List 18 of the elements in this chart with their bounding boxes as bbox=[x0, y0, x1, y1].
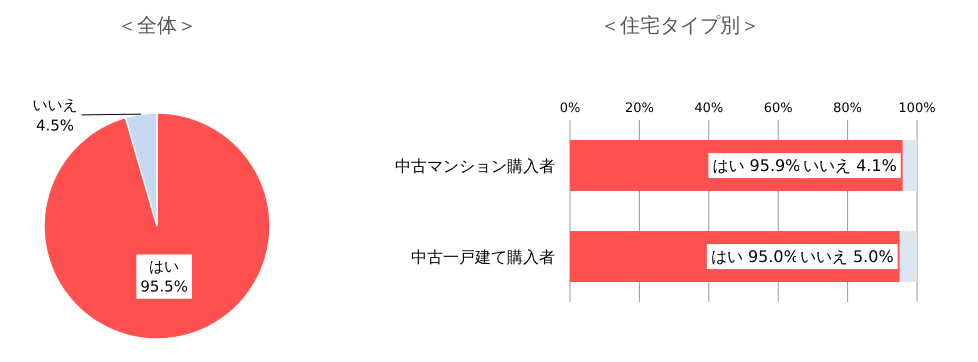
x-tick-label: 0% bbox=[560, 101, 580, 116]
chart-title: ＜全体＞ bbox=[117, 13, 197, 37]
slice-label: はい bbox=[149, 257, 180, 276]
text: はい 95.9% bbox=[712, 156, 800, 176]
slice-label: いいえ bbox=[32, 96, 78, 114]
x-tick-label: 20% bbox=[624, 101, 654, 116]
data-label: 95.5% bbox=[140, 278, 188, 296]
x-tick-label: 40% bbox=[694, 101, 724, 116]
chart-title: ＜住宅タイプ別＞ bbox=[600, 13, 760, 37]
y-tick-label: 中古マンション購入者 bbox=[395, 156, 555, 176]
x-tick-label: 80% bbox=[833, 101, 862, 116]
text: いいえ 4.1% bbox=[803, 156, 897, 176]
y-tick-label: 中古一戸建て購入者 bbox=[411, 248, 555, 266]
text: いいえ 5.0% bbox=[800, 247, 894, 266]
data-label: 4.5% bbox=[36, 116, 74, 134]
x-tick-label: 60% bbox=[764, 101, 793, 116]
text: はい 95.0% bbox=[710, 247, 799, 266]
x-tick-label: 100% bbox=[898, 101, 936, 116]
